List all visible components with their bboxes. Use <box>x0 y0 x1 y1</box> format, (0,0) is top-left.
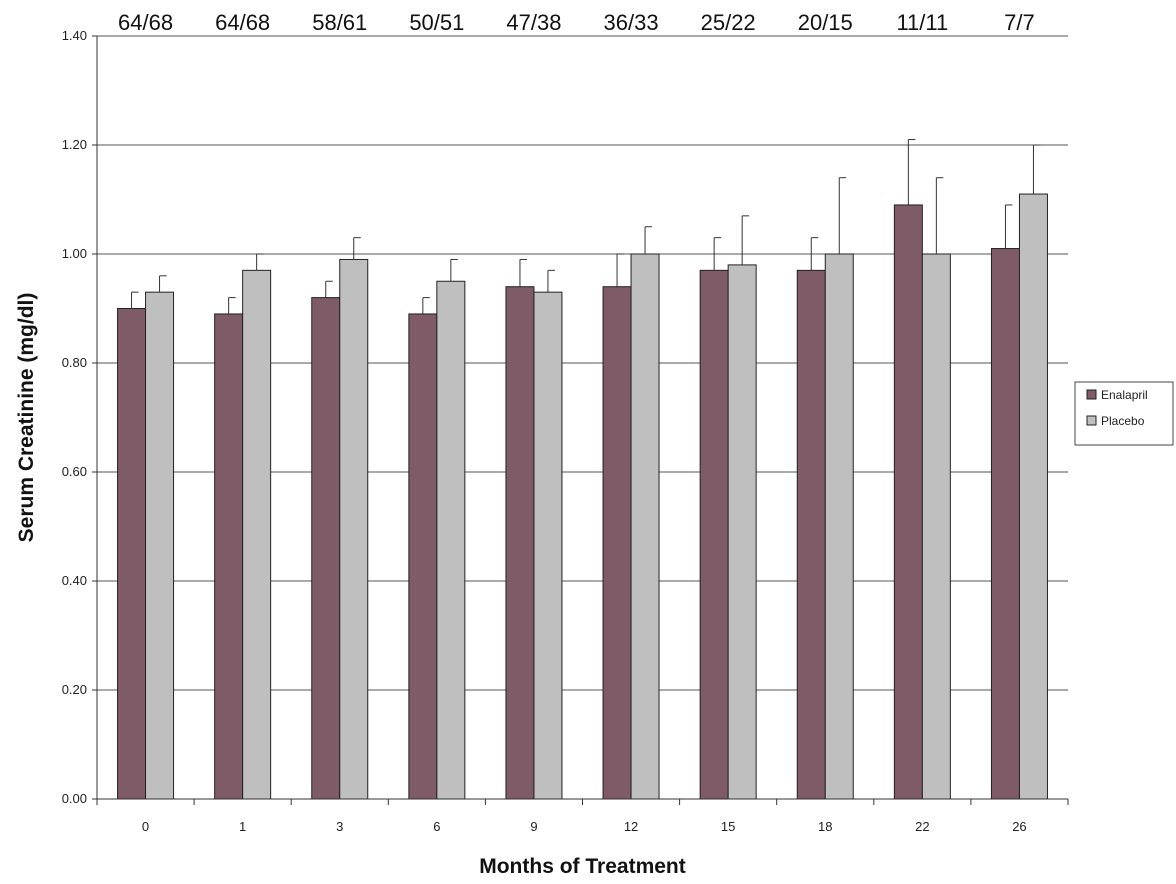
y-tick-label: 1.00 <box>62 246 87 261</box>
sample-size-label: 64/68 <box>215 10 270 35</box>
y-axis-title: Serum Creatinine (mg/dl) <box>15 293 38 543</box>
bar-enalapril-0 <box>117 308 147 800</box>
y-tick-label: 0.40 <box>62 573 87 588</box>
x-axis-title: Months of Treatment <box>479 855 686 878</box>
bar-placebo-3 <box>339 258 369 800</box>
sample-size-label: 47/38 <box>506 10 561 35</box>
bar-enalapril-9 <box>505 286 535 800</box>
bar-placebo-6 <box>436 280 466 800</box>
legend-swatch-enalapril <box>1086 389 1097 400</box>
axes <box>92 35 1069 805</box>
bar-placebo-12 <box>630 253 660 800</box>
legend-label-placebo: Placebo <box>1101 414 1145 428</box>
sample-size-label: 7/7 <box>1004 10 1035 35</box>
legend-label-enalapril: Enalapril <box>1101 388 1148 402</box>
bars <box>117 193 1048 800</box>
y-tick-label: 0.80 <box>62 355 87 370</box>
x-tick-label: 15 <box>721 819 735 834</box>
x-tick-label: 1 <box>239 819 246 834</box>
bar-placebo-26 <box>1018 193 1048 800</box>
sample-size-label: 50/51 <box>409 10 464 35</box>
x-tick-label: 3 <box>336 819 343 834</box>
bar-placebo-15 <box>727 264 757 800</box>
error-bars <box>131 139 1041 314</box>
x-tick-label: 26 <box>1012 819 1026 834</box>
bar-enalapril-1 <box>214 313 244 800</box>
x-tick-label: 6 <box>433 819 440 834</box>
y-tick-label: 0.60 <box>62 464 87 479</box>
sample-size-label: 20/15 <box>798 10 853 35</box>
y-tick-label: 1.40 <box>62 28 87 43</box>
legend-swatch-placebo <box>1086 415 1097 426</box>
labels: 0.00 0.20 0.40 0.60 0.80 1.00 1.20 1.40 0 64/68 1 6… <box>62 10 1035 834</box>
sample-size-label: 58/61 <box>312 10 367 35</box>
bar-enalapril-18 <box>796 269 826 800</box>
bar-placebo-18 <box>824 253 854 800</box>
y-tick-label: 0.20 <box>62 682 87 697</box>
bar-placebo-1 <box>242 269 272 800</box>
x-tick-label: 18 <box>818 819 832 834</box>
sample-size-label: 64/68 <box>118 10 173 35</box>
y-tick-label: 1.20 <box>62 137 87 152</box>
x-tick-label: 22 <box>915 819 929 834</box>
sample-size-label: 11/11 <box>896 10 948 35</box>
bar-enalapril-12 <box>602 286 632 800</box>
x-tick-label: 12 <box>624 819 638 834</box>
bar-enalapril-26 <box>990 248 1020 800</box>
x-tick-label: 0 <box>142 819 149 834</box>
bar-enalapril-22 <box>893 204 923 800</box>
bar-enalapril-3 <box>311 297 341 800</box>
bar-placebo-9 <box>533 291 563 800</box>
sample-size-label: 25/22 <box>701 10 756 35</box>
legend: Enalapril Placebo <box>1074 381 1174 446</box>
bar-enalapril-6 <box>408 313 438 800</box>
sample-size-label: 36/33 <box>604 10 659 35</box>
bar-placebo-22 <box>921 253 951 800</box>
bar-enalapril-15 <box>699 269 729 800</box>
bar-placebo-0 <box>145 291 175 800</box>
y-tick-label: 0.00 <box>62 791 87 806</box>
x-tick-label: 9 <box>530 819 537 834</box>
